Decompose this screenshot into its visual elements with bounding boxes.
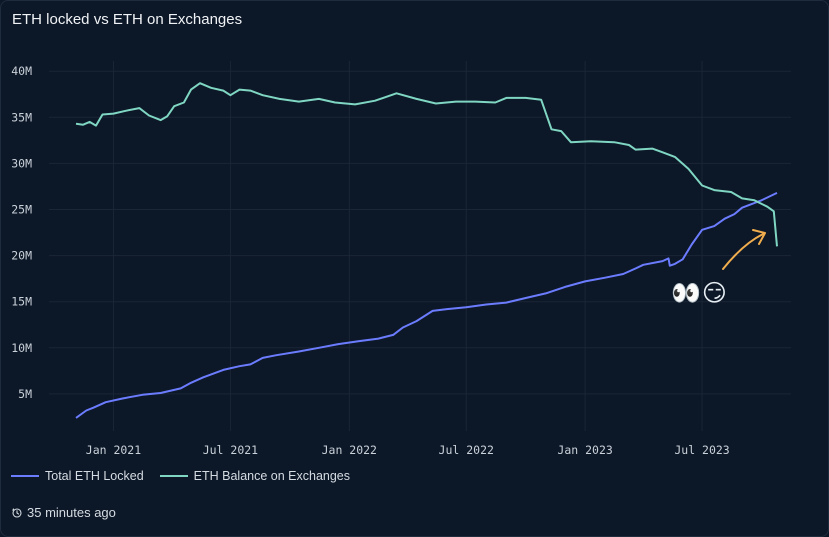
legend-swatch	[11, 475, 39, 477]
series-lines	[75, 82, 778, 419]
annotation-emoji: 👀😏	[671, 279, 728, 307]
y-tick-label: 30M	[11, 156, 32, 170]
legend-swatch	[159, 475, 188, 477]
y-axis: 5M 10M 15M 20M 25M 30M 35M 40M	[11, 64, 32, 401]
legend-item-eth-on-exchanges[interactable]: ETH Balance on Exchanges	[159, 469, 351, 483]
y-tick-label: 35M	[11, 110, 32, 124]
legend-label: ETH Balance on Exchanges	[193, 469, 351, 483]
series-line-eth-on-exchanges	[75, 82, 778, 247]
grid	[49, 61, 791, 431]
x-axis: Jan 2021 Jul 2021 Jan 2022 Jul 2022 Jan 2023…	[86, 443, 730, 457]
annotation-arrowhead	[752, 229, 766, 245]
x-tick-label: Jan 2023	[557, 443, 612, 457]
x-tick-label: Jul 2023	[674, 443, 729, 457]
x-tick-label: Jan 2021	[86, 443, 141, 457]
y-tick-label: 10M	[11, 341, 32, 355]
legend: Total ETH Locked ETH Balance on Exchange…	[11, 469, 350, 483]
x-tick-label: Jul 2021	[203, 443, 258, 457]
last-updated-text: 35 minutes ago	[27, 505, 116, 520]
y-tick-label: 25M	[11, 203, 32, 217]
chart-title: ETH locked vs ETH on Exchanges	[12, 11, 243, 28]
annotation-arrow	[722, 233, 764, 270]
x-tick-label: Jul 2022	[439, 443, 494, 457]
legend-item-total-eth-locked[interactable]: Total ETH Locked	[11, 469, 144, 483]
legend-label: Total ETH Locked	[45, 469, 144, 483]
clock-icon	[12, 507, 22, 518]
y-tick-label: 20M	[11, 249, 32, 263]
x-tick-label: Jan 2022	[322, 443, 377, 457]
y-tick-label: 5M	[18, 387, 32, 401]
y-tick-label: 15M	[11, 295, 32, 309]
last-updated: 35 minutes ago	[12, 505, 116, 520]
y-tick-label: 40M	[11, 64, 32, 78]
series-line-total-eth-locked	[75, 191, 778, 419]
